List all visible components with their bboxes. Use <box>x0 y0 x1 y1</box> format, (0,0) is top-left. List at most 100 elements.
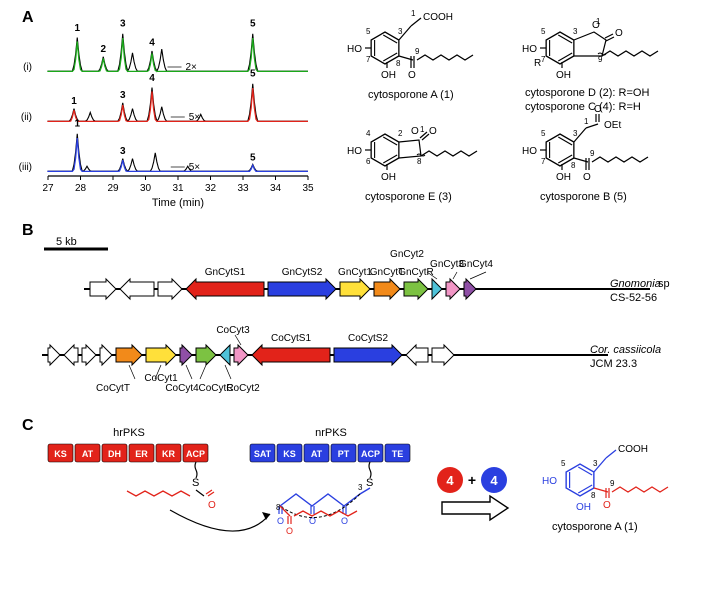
gene-arrow <box>374 279 400 299</box>
gene-label: GnCyt4 <box>459 259 493 270</box>
label: OH <box>556 172 571 183</box>
gene-arrow <box>252 345 330 365</box>
label: 7 <box>541 157 546 166</box>
pks-domain-label: TE <box>392 449 404 459</box>
chrom-x-tick: 31 <box>172 183 184 194</box>
gene-label: GnCytS2 <box>282 267 323 278</box>
label: 3 <box>358 483 363 492</box>
gene-arrow <box>146 345 176 365</box>
chrom-x-tick: 34 <box>270 183 282 194</box>
gene-arrow <box>404 279 428 299</box>
label: 7 <box>541 55 546 64</box>
pks-domain-label: AT <box>82 449 94 459</box>
label: 1 <box>411 9 416 18</box>
gene-arrow <box>158 279 182 299</box>
label: O <box>277 516 284 526</box>
peak-label: 4 <box>149 38 155 49</box>
pks-domain-label: PT <box>338 449 350 459</box>
gene-arrow <box>100 345 112 365</box>
label: 5 <box>366 27 371 36</box>
gene-label: CoCyt3 <box>216 325 250 336</box>
chrom-x-tick: 28 <box>75 183 87 194</box>
panel-a-label: A <box>22 9 34 26</box>
label: O <box>341 516 348 526</box>
gene-arrow <box>48 345 60 365</box>
chrom-x-tick: 33 <box>237 183 249 194</box>
label: 3 <box>573 129 578 138</box>
pks-domain-label: KR <box>162 449 175 459</box>
struct-name: cytosporone C (4): R=H <box>525 101 641 113</box>
pks-domain-label: ACP <box>361 449 380 459</box>
label: O <box>603 500 611 511</box>
count-blue: 4 <box>490 473 498 488</box>
label: OH <box>381 70 396 81</box>
chrom-bg-trace <box>48 34 308 72</box>
label: O <box>286 526 293 536</box>
label: 7 <box>366 55 371 64</box>
label: O <box>411 126 419 137</box>
peak-label: 1 <box>74 23 80 34</box>
retro-arrow <box>442 496 508 520</box>
gene-label: CoCyt2 <box>226 383 260 394</box>
struct-name: cytosporone D (2): R=OH <box>525 87 649 99</box>
chrom-x-tick: 29 <box>107 183 119 194</box>
gene-arrow <box>120 279 154 299</box>
structure: HOOHOO12468 <box>347 125 477 183</box>
gene-arrow <box>464 279 476 299</box>
chrom-bg-trace <box>48 134 308 172</box>
peak-label: 5 <box>250 69 256 80</box>
gene-arrow <box>196 345 216 365</box>
chrom-x-tick: 27 <box>42 183 54 194</box>
gene-label: CoCytS1 <box>271 333 311 344</box>
chrom-bg-trace <box>48 84 308 122</box>
polyketide-chain <box>280 488 370 506</box>
label: 8 <box>417 157 422 166</box>
label: O <box>615 28 623 39</box>
gene-arrow <box>186 279 264 299</box>
gene-arrow <box>446 279 460 299</box>
strain-name: CS-52-56 <box>610 292 657 304</box>
gene-arrow <box>432 279 442 299</box>
label: 3 <box>593 459 598 468</box>
label: HO <box>522 146 537 157</box>
label: O <box>208 500 216 511</box>
peak-label: 1 <box>71 96 77 107</box>
chrom-row-id: (iii) <box>19 162 32 173</box>
chrom-x-tick: 32 <box>205 183 217 194</box>
label: OH <box>381 172 396 183</box>
pks-domain-label: SAT <box>254 449 272 459</box>
label: 5 <box>541 27 546 36</box>
gene-arrow <box>268 279 336 299</box>
peak-label: 5 <box>250 19 256 30</box>
gene-label: CoCyt4 <box>165 383 199 394</box>
label: 9 <box>610 479 615 488</box>
panel-c-label: C <box>22 417 34 434</box>
label: 1 <box>420 125 425 134</box>
struct-name: cytosporone B (5) <box>540 191 627 203</box>
count-red: 4 <box>446 473 454 488</box>
pks-domain-label: DH <box>108 449 121 459</box>
label: HO <box>522 44 537 55</box>
structure: HOOHOO13579R <box>522 17 658 81</box>
thioester-s: S <box>366 477 373 489</box>
label: OH <box>576 502 591 513</box>
pks-domain-label: ER <box>135 449 148 459</box>
chrom-scale-label: 2× <box>186 62 198 73</box>
label: 4 <box>366 129 371 138</box>
scale-bar-label: 5 kb <box>56 236 77 248</box>
panel-b-label: B <box>22 222 34 239</box>
reaction-arrow <box>170 510 270 531</box>
gene-arrow <box>64 345 78 365</box>
peak-label: 3 <box>120 146 126 157</box>
label: 2 <box>398 129 403 138</box>
gene-arrow <box>90 279 116 299</box>
peak-label: 4 <box>149 73 155 84</box>
pks-title: nrPKS <box>315 427 347 439</box>
gene-arrow <box>116 345 142 365</box>
label: HO <box>542 476 557 487</box>
label: 5 <box>541 129 546 138</box>
pks-domain-label: KS <box>54 449 67 459</box>
gene-label: GnCyt1 <box>338 267 372 278</box>
pks-title: hrPKS <box>113 427 145 439</box>
label: OH <box>556 70 571 81</box>
